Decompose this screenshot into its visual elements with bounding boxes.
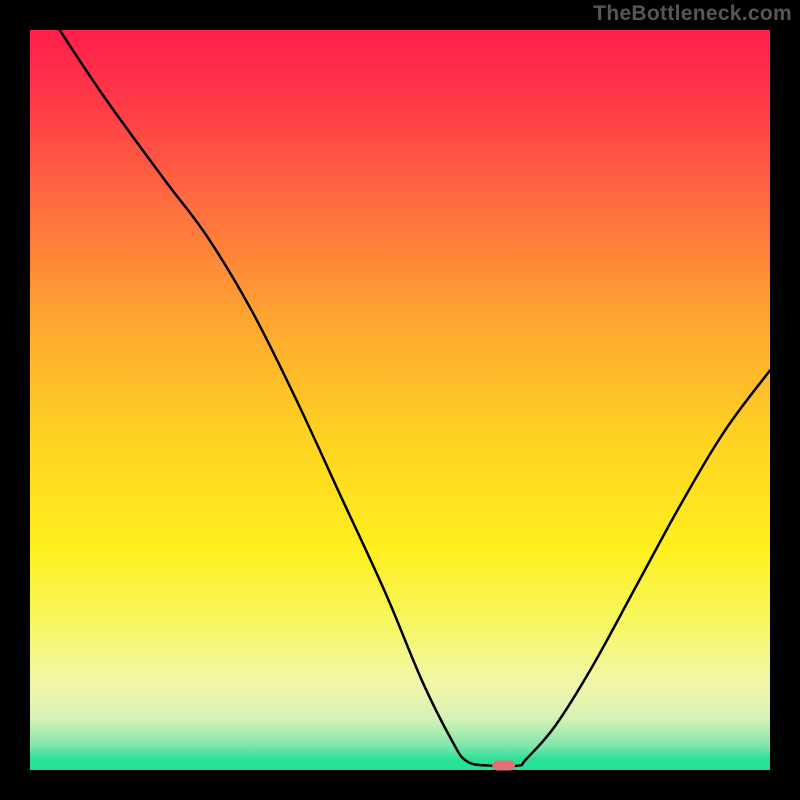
chart-background <box>30 30 770 770</box>
optimal-marker <box>492 761 515 771</box>
chart-frame: TheBottleneck.com <box>0 0 800 800</box>
watermark-text: TheBottleneck.com <box>593 2 792 26</box>
bottleneck-chart <box>0 0 800 800</box>
